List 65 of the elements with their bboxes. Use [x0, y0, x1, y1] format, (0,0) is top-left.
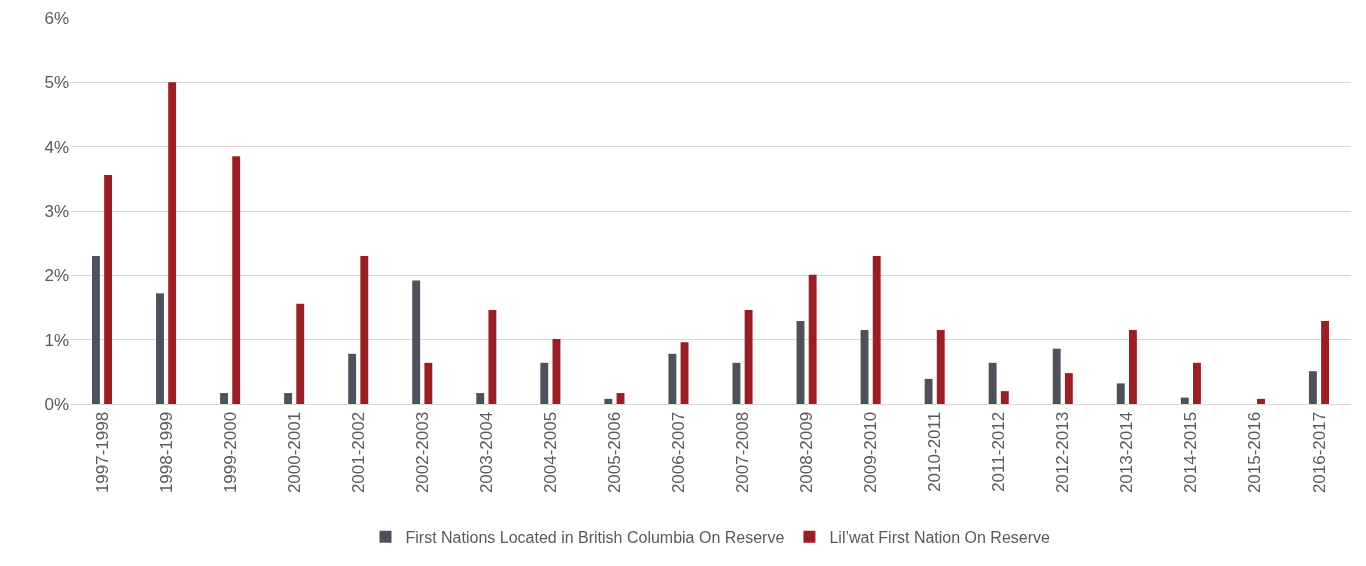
bar — [1321, 321, 1330, 404]
bar — [808, 274, 817, 404]
bar — [1128, 330, 1137, 404]
x-tick-label: 1997-1998 — [92, 411, 112, 494]
bar — [680, 342, 689, 404]
bar — [604, 398, 613, 404]
bar — [284, 393, 293, 404]
legend-label: Lil’wat First Nation On Reserve — [829, 528, 1051, 546]
bar — [1308, 371, 1317, 404]
x-tick-label: 2011-2012 — [989, 411, 1009, 492]
x-tick-label: 2005-2006 — [604, 411, 624, 494]
bar — [924, 378, 933, 404]
bar — [668, 353, 677, 404]
bar — [412, 280, 421, 404]
x-tick-label: 1998-1999 — [156, 411, 176, 494]
bar — [232, 156, 241, 404]
y-tick-label: 6% — [44, 8, 69, 28]
legend-label: First Nations Located in British Columbia On Reserve — [405, 528, 785, 546]
bar — [168, 82, 177, 404]
y-tick-label: 3% — [44, 201, 69, 221]
bar — [744, 310, 753, 404]
y-tick-label: 5% — [44, 73, 69, 93]
bar — [988, 362, 997, 404]
bar — [1116, 383, 1125, 404]
bar — [1064, 373, 1073, 404]
y-tick-label: 0% — [44, 394, 69, 414]
bar — [488, 310, 497, 404]
bar — [296, 303, 305, 404]
bar — [220, 393, 228, 404]
y-tick-label: 1% — [44, 330, 69, 350]
bar — [732, 362, 741, 404]
y-tick-label: 4% — [44, 137, 69, 157]
bar — [1000, 391, 1009, 404]
x-tick-label: 2003-2004 — [476, 411, 496, 494]
x-tick-label: 2012-2013 — [1053, 411, 1073, 494]
x-tick-label: 2013-2014 — [1117, 411, 1137, 494]
bar — [104, 174, 113, 404]
x-tick-label: 2004-2005 — [540, 411, 560, 494]
y-tick-label: 2% — [44, 266, 69, 286]
bar — [1052, 348, 1061, 404]
x-tick-label: 2016-2017 — [1309, 411, 1329, 494]
x-tick-label: 2015-2016 — [1245, 411, 1265, 494]
x-tick-label: 2007-2008 — [733, 411, 753, 494]
x-tick-label: 2001-2002 — [348, 411, 368, 494]
bar — [156, 293, 164, 404]
x-tick-label: 2000-2001 — [284, 411, 304, 494]
x-tick-label: 2010-2011 — [925, 411, 945, 492]
bar — [424, 362, 433, 404]
bar — [348, 353, 357, 404]
x-tick-label: 2009-2010 — [861, 411, 881, 494]
x-tick-label: 2008-2009 — [797, 411, 817, 494]
bar — [1180, 397, 1189, 404]
bar — [540, 362, 549, 404]
bar — [476, 393, 485, 404]
bar — [860, 330, 869, 404]
bar — [1193, 362, 1201, 404]
x-tick-label: 2014-2015 — [1181, 411, 1201, 494]
bar — [1257, 398, 1265, 404]
bar — [360, 256, 369, 404]
x-tick-label: 2006-2007 — [668, 411, 688, 494]
x-tick-label: 2002-2003 — [412, 411, 432, 494]
bar — [91, 256, 100, 404]
bar — [872, 256, 881, 404]
x-tick-label: 1999-2000 — [220, 411, 240, 494]
bar — [936, 330, 945, 404]
